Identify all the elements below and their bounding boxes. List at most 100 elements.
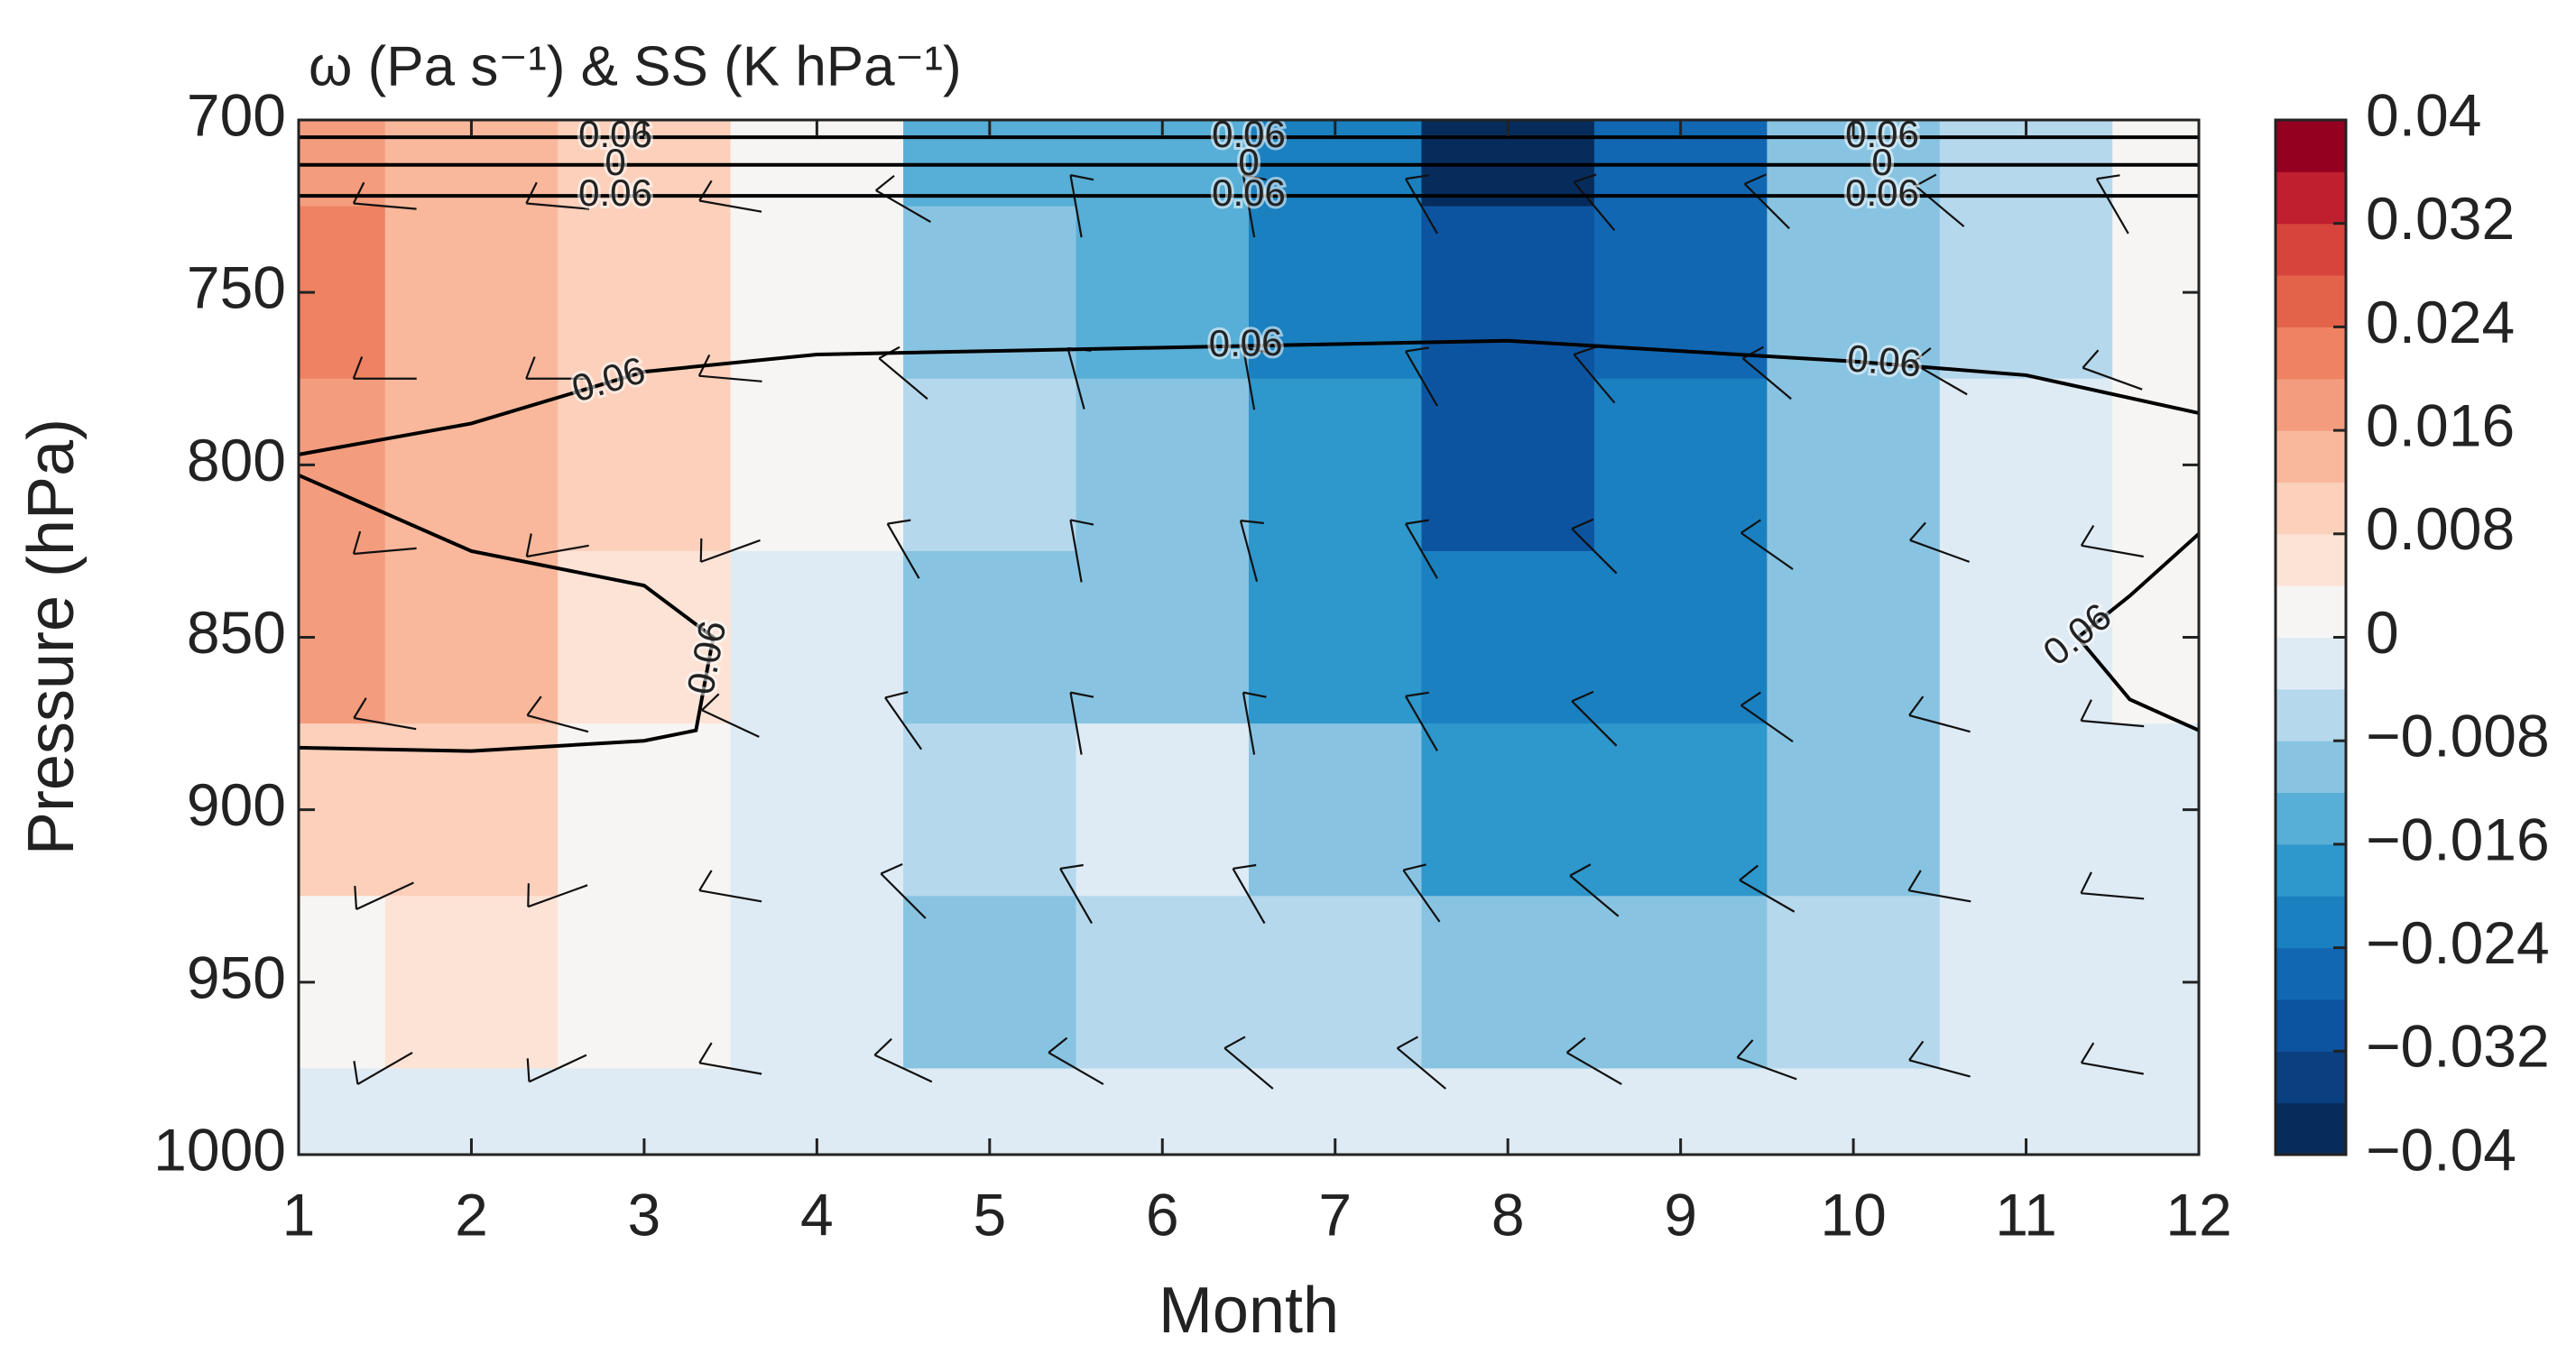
colorbar-tick-label: −0.024 — [2366, 909, 2550, 976]
x-tick-label: 3 — [628, 1181, 661, 1248]
wind-barb — [353, 1051, 413, 1085]
field-cell — [558, 206, 732, 380]
field-cell — [1249, 723, 1423, 897]
wind-barb — [1242, 174, 1267, 238]
colorbar-swatch — [2276, 430, 2346, 483]
contour-label: 0.06 — [1845, 113, 1919, 155]
colorbar-swatch — [2276, 533, 2346, 586]
wind-barb — [1571, 518, 1618, 575]
wind-barb — [1743, 173, 1790, 230]
wind-barb — [886, 519, 920, 579]
wind-barb — [1069, 519, 1094, 583]
field-cell — [1767, 550, 1941, 724]
colorbar-tick-label: 0.016 — [2366, 392, 2515, 459]
contour-line — [298, 338, 2200, 456]
x-axis-label: Month — [1159, 1275, 1339, 1347]
colorbar-swatch — [2276, 120, 2346, 172]
field-cell — [1767, 206, 1941, 380]
wind-barb — [353, 697, 417, 731]
field-cell — [1076, 378, 1250, 552]
wind-barb — [884, 691, 923, 751]
wind-barb — [1069, 691, 1094, 755]
wind-barb — [2080, 525, 2144, 558]
field-cell — [730, 723, 904, 897]
x-tick-label: 4 — [800, 1181, 834, 1248]
wind-barb — [698, 870, 762, 903]
field-cell — [1249, 378, 1423, 552]
wind-barb — [1232, 863, 1266, 925]
colorbar-swatch — [2276, 843, 2346, 897]
contour-label: 0.06 — [578, 171, 652, 214]
wind-barb — [701, 693, 760, 738]
field-cell — [730, 206, 904, 380]
wind-barb — [1404, 519, 1438, 579]
field-cell — [1421, 896, 1595, 1070]
wind-barb — [525, 181, 590, 210]
field-cell — [384, 550, 559, 724]
field-cell — [903, 378, 1077, 552]
field-cell — [558, 723, 732, 897]
field-cell — [1421, 378, 1595, 552]
wind-barb — [1573, 173, 1616, 232]
x-tick-label: 9 — [1664, 1181, 1697, 1248]
colorbar-swatch — [2276, 275, 2346, 327]
wind-barb — [1402, 863, 1441, 923]
wind-barb — [1569, 863, 1620, 917]
contour-line — [2075, 532, 2201, 732]
x-tick-label: 2 — [455, 1181, 488, 1248]
colorbar-swatch — [2276, 999, 2346, 1052]
field-cell — [2112, 1068, 2200, 1156]
wind-barb — [1571, 690, 1618, 747]
wind-barb — [698, 1042, 762, 1075]
contour-label: 0.06 — [1845, 171, 1919, 214]
wind-barb — [1908, 1040, 1971, 1078]
wind-barb — [352, 356, 417, 380]
field-cell — [1767, 378, 1941, 552]
wind-barb — [1915, 173, 1965, 227]
colorbar-tick-label: 0.032 — [2366, 185, 2515, 252]
field-cell — [1249, 896, 1423, 1070]
wind-barb — [1909, 521, 1971, 563]
wind-barb — [527, 883, 588, 908]
field-cell — [1593, 896, 1768, 1070]
field-cell — [1076, 723, 1250, 897]
y-tick-label: 1000 — [153, 1116, 286, 1183]
wind-barb — [1396, 1036, 1446, 1090]
colorbar-tick-label: −0.008 — [2366, 703, 2550, 769]
field-cell — [1939, 896, 2113, 1070]
wind-barbs — [352, 173, 2145, 1090]
field-cell — [1939, 206, 2113, 380]
wind-barb — [1404, 691, 1438, 751]
wind-barb — [873, 1037, 933, 1083]
wind-barb — [2080, 1042, 2144, 1075]
colorbar-swatch — [2276, 171, 2346, 225]
field-cell — [1593, 550, 1768, 724]
colorbar-tick-label: −0.016 — [2366, 806, 2550, 872]
y-tick-label: 750 — [187, 254, 286, 321]
x-tick-label: 8 — [1491, 1181, 1525, 1248]
wind-barb — [1069, 174, 1094, 238]
wind-barb — [525, 533, 589, 558]
field-cell — [299, 1068, 386, 1156]
wind-barb — [1404, 346, 1438, 407]
field-cell — [1767, 723, 1941, 897]
colorbar-tick-label: 0.04 — [2366, 81, 2481, 148]
wind-barb — [1048, 1036, 1104, 1085]
field-cell — [1593, 723, 1768, 897]
wind-barb — [1242, 346, 1267, 410]
field-cell — [730, 378, 904, 552]
y-tick-label: 950 — [187, 944, 286, 1010]
x-tick-label: 1 — [282, 1181, 316, 1248]
wind-barb — [1239, 520, 1264, 583]
field-cell — [1593, 378, 1768, 552]
field-cell — [558, 378, 732, 552]
field-cell — [1767, 896, 1941, 1070]
colorbar-swatch — [2276, 896, 2346, 949]
wind-barb — [1740, 691, 1794, 743]
contour-line — [298, 473, 716, 753]
field-cell — [903, 550, 1077, 724]
field-cell — [730, 896, 904, 1070]
y-tick-label: 900 — [187, 771, 286, 838]
colorbar-swatch — [2276, 688, 2346, 741]
